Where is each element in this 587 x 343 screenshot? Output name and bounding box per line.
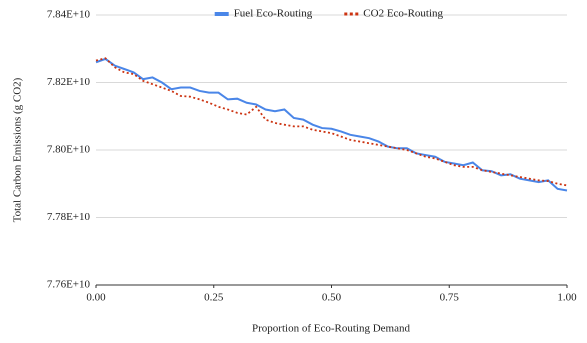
y-tick-label: 7.82E+10	[47, 76, 91, 88]
x-tick-label: 1.00	[557, 292, 577, 304]
x-tick-label: 0.25	[204, 292, 224, 304]
y-tick-label: 7.84E+10	[47, 9, 91, 21]
x-axis-title: Proportion of Eco-Routing Demand	[252, 323, 410, 335]
x-tick-label: 0.50	[322, 292, 342, 304]
series-line	[95, 57, 568, 187]
x-tick-label: 0.00	[86, 292, 106, 304]
y-tick-label: 7.80E+10	[47, 144, 91, 156]
y-axis-title: Total Carbon Emissions (g CO2)	[12, 77, 24, 222]
x-tick-label: 0.75	[440, 292, 460, 304]
legend-label: CO2 Eco-Routing	[363, 8, 443, 20]
y-tick-label: 7.76E+10	[47, 279, 91, 291]
legend-label: Fuel Eco-Routing	[234, 8, 313, 20]
y-tick-label: 7.78E+10	[47, 211, 91, 223]
series-line	[95, 57, 568, 192]
